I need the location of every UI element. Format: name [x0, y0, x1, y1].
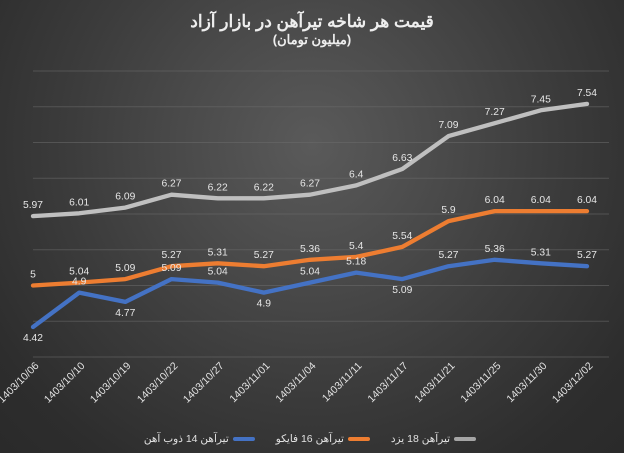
svg-text:6.27: 6.27: [161, 179, 181, 190]
svg-text:5.54: 5.54: [392, 231, 412, 242]
svg-text:6.22: 6.22: [254, 182, 274, 193]
svg-text:6.4: 6.4: [349, 169, 364, 180]
svg-text:6.04: 6.04: [485, 195, 505, 206]
svg-text:6.04: 6.04: [577, 195, 597, 206]
svg-text:5.9: 5.9: [441, 205, 456, 216]
svg-text:5.09: 5.09: [392, 285, 412, 296]
svg-text:5.97: 5.97: [23, 200, 43, 211]
svg-text:7.45: 7.45: [531, 94, 551, 105]
svg-text:5.04: 5.04: [69, 267, 89, 278]
svg-text:7.27: 7.27: [485, 107, 505, 118]
svg-text:5.09: 5.09: [161, 263, 181, 274]
svg-text:6.22: 6.22: [208, 182, 228, 193]
svg-text:5: 5: [30, 270, 36, 281]
svg-text:5.36: 5.36: [300, 244, 320, 255]
svg-text:5.09: 5.09: [115, 263, 135, 274]
svg-text:6.27: 6.27: [300, 179, 320, 190]
svg-text:5.27: 5.27: [438, 250, 458, 261]
svg-text:5.27: 5.27: [161, 250, 181, 261]
svg-text:7.54: 7.54: [577, 88, 597, 99]
svg-text:5.18: 5.18: [346, 257, 366, 268]
svg-text:6.04: 6.04: [531, 195, 551, 206]
svg-text:6.63: 6.63: [392, 153, 412, 164]
svg-text:5.36: 5.36: [485, 244, 505, 255]
svg-text:6.09: 6.09: [115, 192, 135, 203]
svg-text:4.9: 4.9: [257, 299, 272, 310]
svg-text:5.31: 5.31: [208, 247, 228, 258]
svg-text:5.31: 5.31: [531, 247, 551, 258]
svg-text:6.01: 6.01: [69, 197, 89, 208]
svg-text:5.27: 5.27: [577, 250, 597, 261]
svg-text:5.4: 5.4: [349, 241, 364, 252]
svg-text:5.04: 5.04: [300, 267, 320, 278]
svg-text:5.04: 5.04: [208, 267, 228, 278]
svg-text:7.09: 7.09: [438, 120, 458, 131]
svg-text:4.42: 4.42: [23, 333, 43, 344]
svg-text:4.9: 4.9: [72, 277, 87, 288]
svg-text:5.27: 5.27: [254, 250, 274, 261]
svg-text:4.77: 4.77: [115, 308, 135, 319]
